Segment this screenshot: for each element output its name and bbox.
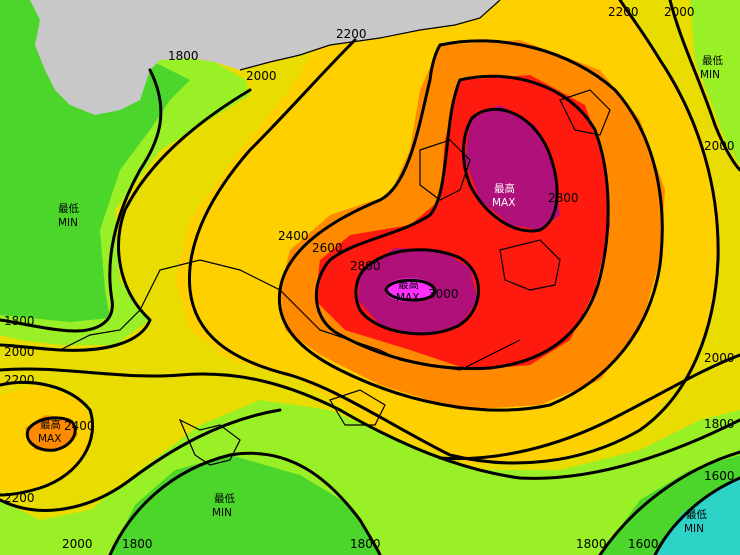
max-sw-cn: 最高	[40, 418, 61, 431]
coastline-north	[239, 0, 501, 71]
label-2400-mid: 2400	[278, 229, 309, 243]
max-ne-cn: 最高	[494, 182, 515, 195]
band-2400-2600-sw	[25, 415, 78, 450]
label-2800-mid: 2800	[350, 259, 381, 273]
label-2000-bottom: 2000	[62, 537, 93, 551]
min-south-cn: 最低	[214, 492, 235, 505]
no-data-area	[30, 0, 500, 115]
label-2400-left: 2400	[64, 419, 95, 433]
band-2800-3000-ne	[465, 105, 560, 230]
coastline-islands-a	[178, 418, 241, 466]
coastline-islands-b	[419, 139, 471, 201]
contour-2200-outer	[187, 0, 720, 465]
contour-3000	[384, 278, 437, 302]
min-ne-cn: 最低	[702, 54, 723, 67]
label-3000-mid: 3000	[428, 287, 459, 301]
min-se-cn: 最低	[686, 508, 707, 521]
contour-1800-se	[598, 450, 740, 555]
contour-2200-sw	[0, 380, 95, 497]
max-sw-en: MAX	[38, 433, 61, 445]
label-1800-left: 1800	[4, 314, 35, 328]
label-1800-bottom2: 1800	[350, 537, 381, 551]
label-2000-right: 2000	[704, 139, 735, 153]
band-gt3000	[385, 278, 435, 302]
max-central-cn: 最高	[398, 278, 419, 291]
contour-2000-bl	[0, 408, 282, 512]
min-west-en: MIN	[58, 217, 78, 229]
label-1800-bottom1: 1800	[122, 537, 153, 551]
contour-2000-west	[0, 88, 252, 352]
min-ne-en: MIN	[700, 69, 720, 81]
band-1600-1800-south	[110, 455, 380, 555]
label-1600-right: 1600	[704, 469, 735, 483]
coastline-main	[59, 259, 521, 371]
label-2000-right2: 2000	[704, 351, 735, 365]
band-1800-2000-ne	[690, 0, 740, 165]
max-ne-en: MAX	[492, 197, 515, 209]
extrema-labels: 最低 MIN 最低 MIN 最高 MAX 最高 MAX 最高 MAX 最低 MI…	[38, 54, 723, 535]
contour-2400	[277, 39, 664, 412]
max-central-en: MAX	[396, 292, 419, 304]
contour-1800-south	[108, 451, 382, 555]
coastline-islands-c	[499, 239, 561, 291]
contour-2800-ne	[461, 108, 559, 233]
label-1600-bottom: 1600	[628, 537, 659, 551]
contour-2400-sw	[25, 416, 77, 452]
coastline-islands-d	[329, 389, 386, 426]
contour-value-labels: 1800 2000 2200 2200 2000 2000 2400 2600 …	[4, 5, 735, 551]
contour-2800-c	[354, 248, 480, 336]
coastlines	[59, 0, 611, 466]
min-south-en: MIN	[212, 507, 232, 519]
label-1800-bottom3: 1800	[576, 537, 607, 551]
contour-2000-east	[668, 0, 740, 172]
label-2000-tr: 2000	[664, 5, 695, 19]
coastline-islands-e	[559, 89, 611, 136]
label-2800-ne: 2800	[548, 191, 579, 205]
label-2000-left: 2000	[4, 345, 35, 359]
label-2000-top: 2000	[246, 69, 277, 83]
label-1800-top: 1800	[168, 49, 199, 63]
band-lt1600	[655, 478, 740, 555]
min-west-cn: 最低	[58, 202, 79, 215]
min-se-en: MIN	[684, 523, 704, 535]
label-2200-bl: 2200	[4, 491, 35, 505]
label-2600-mid: 2600	[312, 241, 343, 255]
label-2200-left: 2200	[4, 373, 35, 387]
contour-2600	[314, 74, 610, 371]
label-2200-tr: 2200	[608, 5, 639, 19]
contour-1600-se	[653, 476, 740, 555]
label-1800-right: 1800	[704, 417, 735, 431]
contour-1800-west	[0, 68, 163, 333]
contour-2000-se	[438, 353, 740, 461]
label-2200-top: 2200	[336, 27, 367, 41]
contour-2200-south	[0, 367, 740, 480]
